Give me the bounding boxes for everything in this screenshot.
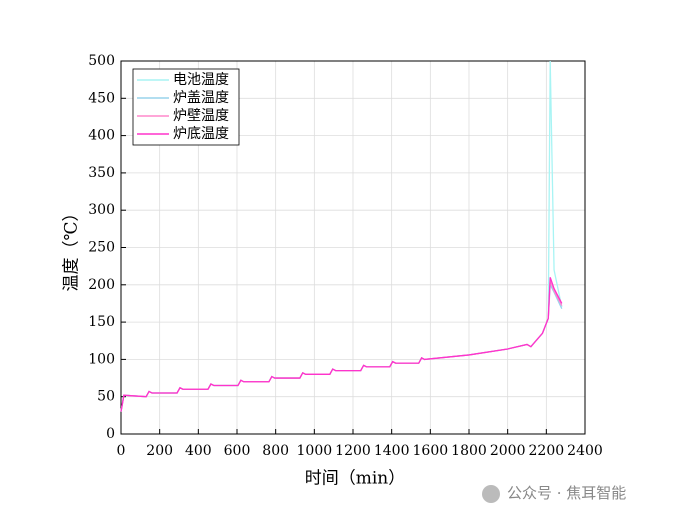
x-tick-label: 800 [262, 443, 289, 459]
x-tick-label: 2400 [567, 443, 603, 459]
legend-label: 炉壁温度 [173, 108, 229, 124]
y-axis-label: 温度（℃） [62, 204, 82, 291]
plot-frame [120, 60, 586, 435]
y-tick-label: 400 [88, 128, 115, 144]
legend-label: 炉盖温度 [173, 90, 229, 106]
x-tick-label: 600 [224, 443, 251, 459]
series-line [120, 282, 563, 412]
x-tick-label: 2000 [490, 443, 526, 459]
y-tick-label: 0 [106, 426, 115, 442]
x-tick-label: 200 [146, 443, 173, 459]
x-tick-label: 1400 [374, 443, 410, 459]
x-tick-label: 1800 [451, 443, 487, 459]
y-tick-label: 500 [88, 53, 115, 69]
y-tick-label: 450 [88, 90, 115, 106]
y-tick-label: 50 [97, 389, 115, 405]
legend-label: 炉底温度 [173, 126, 229, 142]
y-tick-label: 150 [88, 314, 115, 330]
y-tick-label: 100 [88, 351, 115, 367]
x-tick-label: 1600 [413, 443, 449, 459]
y-tick-label: 350 [88, 165, 115, 181]
y-tick-label: 200 [88, 277, 115, 293]
legend-label: 电池温度 [173, 72, 229, 88]
watermark-icon [482, 485, 500, 503]
y-tick-label: 250 [88, 240, 115, 256]
x-tick-label: 1000 [297, 443, 333, 459]
x-axis-label: 时间（min） [305, 469, 406, 489]
series-line [120, 280, 563, 412]
y-tick-label: 300 [88, 202, 115, 218]
series-line [120, 277, 563, 412]
x-tick-label: 0 [117, 443, 126, 459]
watermark: 公众号 · 焦耳智能 [507, 484, 626, 502]
legend-box [132, 68, 240, 146]
x-tick-label: 400 [185, 443, 212, 459]
x-tick-label: 1200 [335, 443, 371, 459]
x-tick-label: 2200 [529, 443, 565, 459]
